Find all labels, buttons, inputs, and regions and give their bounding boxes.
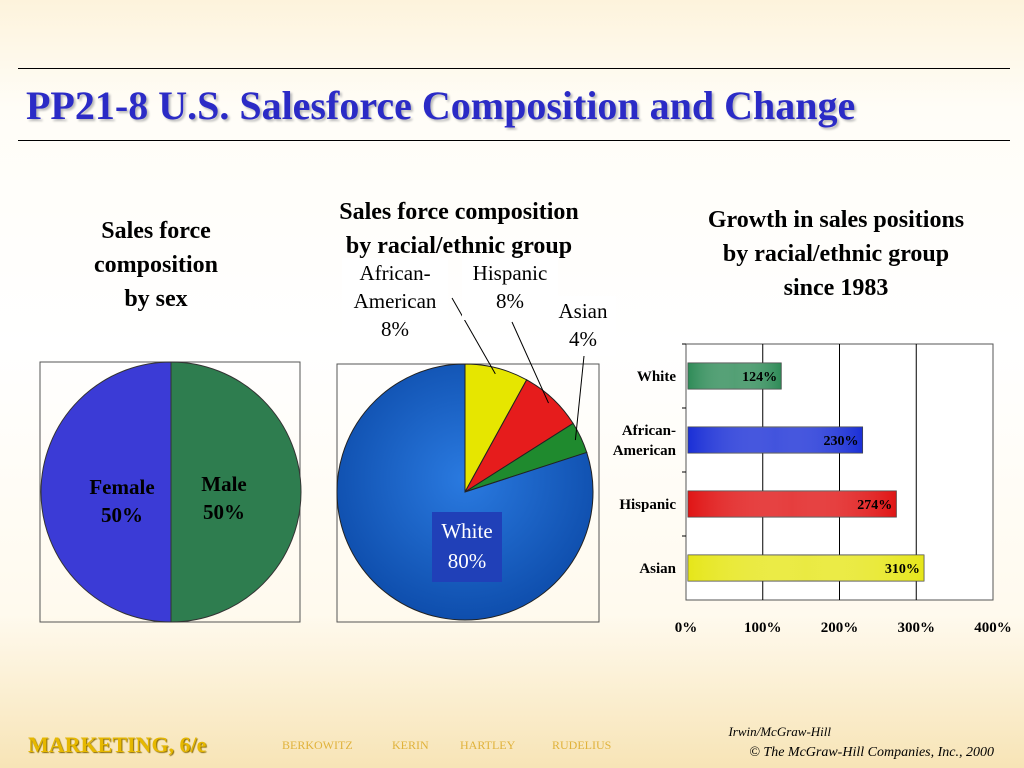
slice-label-hispanic: Hispanic <box>473 261 548 285</box>
author-3: HARTLEY <box>460 738 516 752</box>
bar-shine-asian <box>688 555 924 581</box>
slice-asian <box>464 422 588 493</box>
leader-line-african-american <box>451 297 496 375</box>
white-label-box <box>432 512 502 582</box>
x-tick-label: 200% <box>821 620 859 636</box>
slice-label-white: White <box>441 519 492 543</box>
slide-title: PP21-8 U.S. Salesforce Composition and C… <box>26 83 856 128</box>
x-tick-label: 400% <box>974 620 1012 636</box>
sex-pie-title: Sales force composition by sex <box>93 218 218 312</box>
book-title: MARKETING, 6/e <box>28 732 207 757</box>
bar-hispanic <box>687 490 897 518</box>
category-label-asian: Asian <box>639 561 676 577</box>
label-box-asian <box>550 296 616 356</box>
slice-value-hispanic: 8% <box>496 289 524 313</box>
title-top-rule <box>18 68 1010 69</box>
slice-value-male: 50% <box>203 500 245 524</box>
category-label-african-american-1: African- <box>622 423 676 439</box>
slice-label-african-american-2: American <box>354 289 437 313</box>
value-label-african-american: 230% <box>824 434 859 449</box>
bar-african-american <box>687 426 864 454</box>
x-tick-label: 100% <box>744 620 782 636</box>
leader-line-hispanic <box>511 321 549 404</box>
race-pie-frame <box>336 363 600 623</box>
title-bottom-rule <box>18 140 1010 141</box>
author-1: BERKOWITZ <box>282 738 353 752</box>
x-tick-label: 0% <box>675 620 698 636</box>
growth-bar-title: Growth in sales positions by racial/ethn… <box>707 207 965 301</box>
sex-pie-frame <box>39 361 301 623</box>
slice-african-american <box>464 363 528 493</box>
slice-value-african-american: 8% <box>381 317 409 341</box>
author-2: KERIN <box>392 738 429 752</box>
slice-label-african-american-1: African- <box>359 261 430 285</box>
bar-white <box>687 362 782 390</box>
slice-value-female: 50% <box>101 503 143 527</box>
value-label-asian: 310% <box>885 562 920 577</box>
race-pie-title: Sales force composition by racial/ethnic… <box>339 199 579 259</box>
slice-white <box>336 363 594 621</box>
category-label-white: White <box>637 369 677 385</box>
slice-label-asian: Asian <box>559 299 608 323</box>
bar-shine-african-american <box>688 427 863 453</box>
label-box-african-american <box>342 258 448 350</box>
plot-area <box>685 343 994 601</box>
bar-asian <box>687 554 925 582</box>
slice-hispanic <box>464 379 574 493</box>
value-label-white: 124% <box>742 370 777 385</box>
slice-value-white: 80% <box>448 549 487 573</box>
slice-label-female: Female <box>89 475 154 499</box>
x-tick-label: 300% <box>898 620 936 636</box>
bar-shine-white <box>688 363 782 389</box>
leader-line-asian <box>574 355 585 441</box>
category-label-african-american-2: American <box>613 443 677 459</box>
slice-value-asian: 4% <box>569 327 597 351</box>
copyright-label: © The McGraw-Hill Companies, Inc., 2000 <box>749 745 994 760</box>
bar-shine-hispanic <box>688 491 897 517</box>
slice-label-male: Male <box>201 472 246 496</box>
category-label-hispanic: Hispanic <box>619 497 676 513</box>
value-label-hispanic: 274% <box>857 498 892 513</box>
publisher-label: Irwin/McGraw-Hill <box>728 724 831 739</box>
slice-male <box>170 361 302 623</box>
slice-female <box>40 361 172 623</box>
label-box-hispanic <box>462 258 558 320</box>
author-4: RUDELIUS <box>552 738 612 752</box>
